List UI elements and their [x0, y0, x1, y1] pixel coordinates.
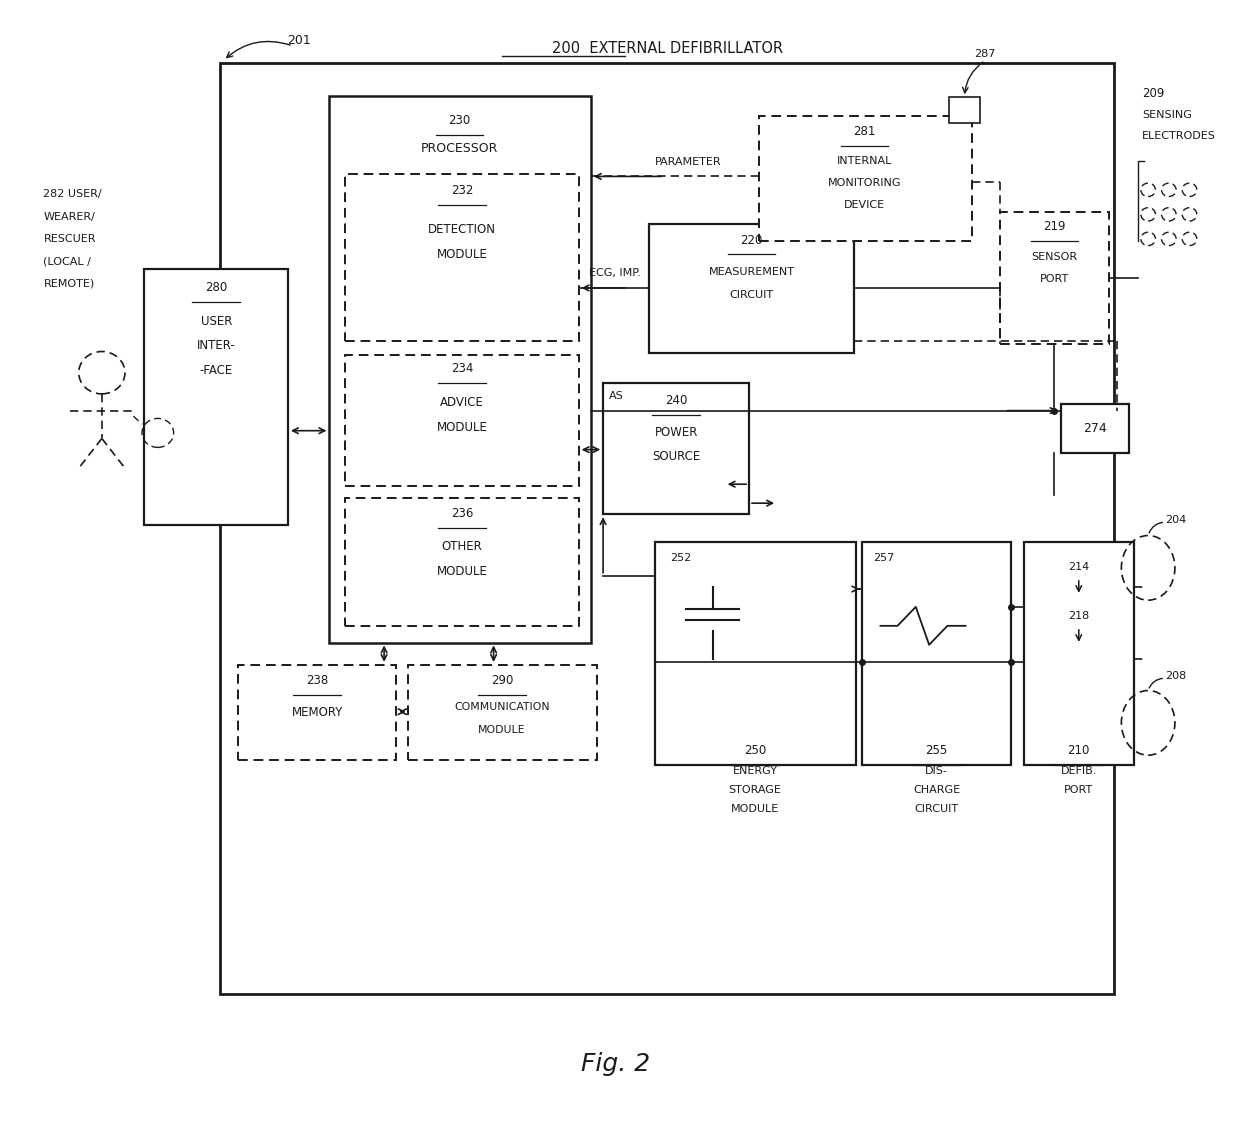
Text: POWER: POWER	[655, 427, 698, 439]
Text: 230: 230	[449, 114, 471, 128]
Text: ENERGY: ENERGY	[733, 765, 777, 776]
Text: ECG, IMP.: ECG, IMP.	[589, 269, 641, 279]
Text: 201: 201	[286, 34, 311, 47]
Text: 218: 218	[1068, 611, 1090, 621]
Text: Fig. 2: Fig. 2	[580, 1052, 650, 1076]
Text: 281: 281	[853, 125, 875, 139]
Bar	[1024, 542, 1133, 765]
Text: WEARER/: WEARER/	[43, 211, 95, 221]
Text: CIRCUIT: CIRCUIT	[914, 804, 959, 814]
Text: -FACE: -FACE	[200, 364, 233, 377]
Text: 280: 280	[205, 281, 227, 295]
Text: ELECTRODES: ELECTRODES	[1142, 131, 1216, 141]
Bar	[949, 97, 981, 123]
Text: SENSOR: SENSOR	[1032, 252, 1078, 262]
Text: USER: USER	[201, 315, 232, 327]
Text: CIRCUIT: CIRCUIT	[729, 290, 774, 299]
Text: (LOCAL /: (LOCAL /	[43, 256, 92, 266]
Text: 274: 274	[1083, 422, 1106, 435]
Text: RESCUER: RESCUER	[43, 234, 95, 244]
Text: 214: 214	[1068, 562, 1090, 571]
Text: 252: 252	[670, 553, 691, 563]
Text: DETECTION: DETECTION	[428, 224, 496, 236]
Text: 209: 209	[1142, 87, 1164, 100]
Text: 204: 204	[1166, 515, 1187, 525]
Text: OTHER: OTHER	[441, 540, 482, 553]
Text: COMMUNICATION: COMMUNICATION	[454, 702, 549, 712]
Bar	[603, 383, 749, 515]
Text: PORT: PORT	[1064, 785, 1094, 795]
Text: PARAMETER: PARAMETER	[655, 157, 722, 167]
Bar	[330, 96, 591, 642]
Bar	[656, 542, 856, 765]
Text: REMOTE): REMOTE)	[43, 279, 94, 289]
Text: MONITORING: MONITORING	[828, 178, 901, 189]
Text: MODULE: MODULE	[436, 421, 487, 434]
Text: INTER-: INTER-	[197, 340, 236, 352]
Bar	[219, 63, 1114, 994]
Text: SOURCE: SOURCE	[652, 449, 701, 463]
Text: 234: 234	[451, 361, 474, 375]
Text: MODULE: MODULE	[732, 804, 779, 814]
Bar	[650, 225, 853, 352]
Bar	[345, 355, 579, 487]
Text: MODULE: MODULE	[436, 248, 487, 261]
Bar	[999, 212, 1110, 343]
Bar	[759, 116, 972, 242]
Text: 236: 236	[451, 507, 474, 519]
Text: 255: 255	[925, 744, 947, 758]
Text: MODULE: MODULE	[479, 725, 526, 735]
Text: MEMORY: MEMORY	[291, 707, 343, 719]
Text: INTERNAL: INTERNAL	[837, 156, 893, 166]
Text: 232: 232	[451, 184, 474, 198]
Text: 238: 238	[306, 674, 329, 686]
Text: AS: AS	[609, 391, 624, 401]
Text: PORT: PORT	[1040, 274, 1069, 285]
Text: 257: 257	[873, 553, 894, 563]
Bar	[408, 665, 596, 760]
Bar	[238, 665, 397, 760]
Text: 210: 210	[1068, 744, 1090, 758]
Text: 219: 219	[1043, 220, 1065, 233]
Text: 287: 287	[975, 49, 996, 59]
Text: MODULE: MODULE	[436, 564, 487, 578]
Bar	[345, 174, 579, 341]
Text: DIS-: DIS-	[925, 765, 947, 776]
Text: 282 USER/: 282 USER/	[43, 190, 102, 200]
Bar	[144, 269, 288, 525]
Text: CHARGE: CHARGE	[913, 785, 960, 795]
Bar	[345, 498, 579, 625]
Bar	[1060, 404, 1128, 453]
Text: PROCESSOR: PROCESSOR	[420, 142, 498, 155]
Text: DEFIB.: DEFIB.	[1060, 765, 1097, 776]
Text: 240: 240	[665, 394, 687, 408]
Text: 208: 208	[1166, 671, 1187, 681]
Text: 200  EXTERNAL DEFIBRILLATOR: 200 EXTERNAL DEFIBRILLATOR	[552, 41, 784, 55]
Text: 250: 250	[744, 744, 766, 758]
Bar	[862, 542, 1011, 765]
Text: SENSING: SENSING	[1142, 111, 1192, 120]
Text: 220: 220	[740, 234, 763, 246]
Text: ADVICE: ADVICE	[440, 396, 484, 410]
Text: DEVICE: DEVICE	[844, 201, 885, 210]
Text: STORAGE: STORAGE	[729, 785, 781, 795]
Text: MEASUREMENT: MEASUREMENT	[708, 268, 795, 278]
Text: 290: 290	[491, 674, 513, 686]
